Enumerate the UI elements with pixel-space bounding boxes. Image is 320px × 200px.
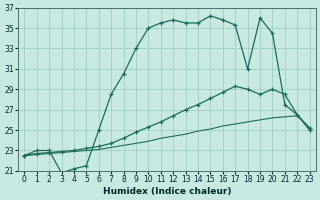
X-axis label: Humidex (Indice chaleur): Humidex (Indice chaleur) bbox=[103, 187, 231, 196]
